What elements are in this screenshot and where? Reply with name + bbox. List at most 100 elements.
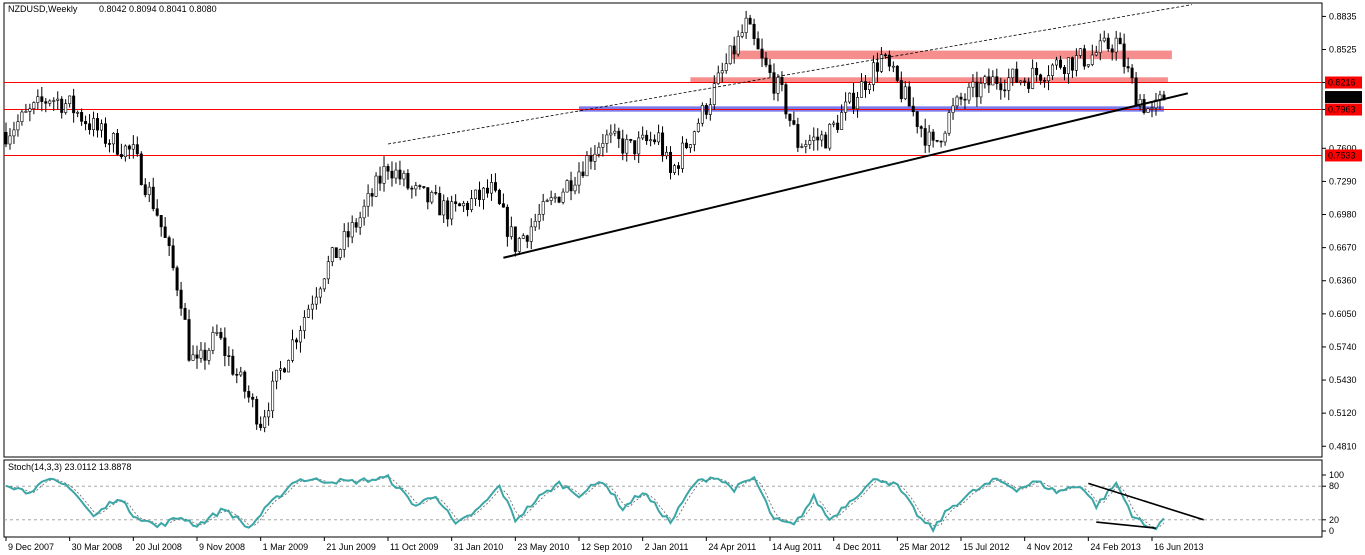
candle-body (780, 77, 784, 85)
candle-body (199, 349, 203, 359)
zones-layer (579, 50, 1172, 112)
candle-body (975, 81, 979, 98)
candle-body (159, 215, 163, 228)
candle-body (1055, 59, 1059, 66)
candle-body (645, 134, 649, 142)
candle-body (569, 180, 573, 192)
candle-body (848, 92, 852, 103)
candle-body (740, 32, 744, 37)
candle-body (394, 169, 398, 179)
candle-body (8, 135, 12, 145)
stochastic-tick-label: 0 (1329, 526, 1334, 536)
candle-body (585, 155, 589, 177)
candle-body (589, 155, 593, 162)
price-tick-label: 0.4810 (1329, 441, 1357, 451)
candle-body (1134, 77, 1138, 107)
candle-body (649, 139, 653, 142)
candle-body (318, 288, 322, 298)
candle-body (776, 77, 780, 94)
candle-body (306, 308, 310, 318)
candle-body (959, 96, 963, 100)
candle-body (525, 235, 529, 242)
candle-body (744, 17, 748, 33)
candle-body (84, 121, 88, 125)
candle-body (418, 185, 422, 187)
candle-body (565, 180, 569, 193)
candle-body (963, 98, 967, 101)
candle-body (720, 70, 724, 74)
candle-body (450, 201, 454, 220)
candle-body (322, 278, 326, 290)
candle-body (115, 133, 119, 155)
candle-body (378, 175, 382, 184)
price-pane: 0.8835 0.8525 0.8216 0.7963 0.7600 0.7290 0.69… (3, 2, 1362, 458)
candle-body (40, 96, 44, 102)
stochastic-tick-label: 20 (1329, 515, 1339, 525)
candle-body (820, 134, 824, 141)
candle-body (812, 136, 816, 141)
candle-body (708, 104, 712, 115)
candle-body (135, 144, 139, 155)
candle-body (927, 131, 931, 146)
candle-body (661, 132, 665, 157)
candle-body (605, 134, 609, 144)
candle-body (1051, 64, 1055, 76)
candle-body (271, 380, 275, 412)
candle-body (943, 132, 947, 143)
candle-body (458, 203, 462, 207)
candle-body (999, 83, 1003, 91)
candle-body (728, 45, 732, 64)
candle-body (915, 111, 919, 127)
candle-body (239, 371, 243, 376)
price-tick-label: 0.7600 (1329, 143, 1357, 153)
candle-body (438, 193, 442, 216)
candle-body (430, 192, 434, 203)
candle-body (939, 140, 943, 143)
dashed-trendline (387, 4, 1192, 145)
candle-body (163, 226, 167, 238)
candle-body (28, 108, 32, 112)
stochastic-trendline (1088, 482, 1204, 521)
candle-body (641, 134, 645, 139)
candle-body (219, 332, 223, 339)
candle-body (871, 62, 875, 85)
candle-body (633, 140, 637, 155)
candle-body (621, 138, 625, 154)
candle-body (215, 332, 219, 334)
candle-body (887, 54, 891, 67)
candle-body (553, 196, 557, 199)
time-tick-label: 31 Jan 2010 (454, 542, 504, 552)
candle-body (593, 153, 597, 162)
candle-body (1102, 37, 1106, 42)
candle-body (390, 170, 394, 179)
candle-body (68, 95, 72, 104)
candle-body (752, 23, 756, 39)
candle-body (867, 84, 871, 91)
candle-body (127, 145, 131, 150)
stochastic-level-lines (4, 485, 1322, 521)
candle-body (1031, 67, 1035, 89)
candle-body (629, 139, 633, 141)
candle-body (251, 396, 255, 400)
candle-body (529, 226, 533, 242)
candle-body (800, 146, 804, 148)
candle-body (768, 64, 772, 73)
candle-body (899, 80, 903, 100)
candle-body (665, 151, 669, 157)
candle-body (310, 303, 314, 310)
price-label: 0.7963 (1328, 105, 1356, 115)
price-tick-label: 0.6360 (1329, 276, 1357, 286)
candle-body (103, 123, 107, 144)
candle-body (175, 267, 179, 291)
time-axis: 9 Dec 2007 30 Mar 2008 20 Jul 2008 9 Nov 20… (5, 537, 1204, 552)
candle-body (107, 143, 111, 145)
time-tick-label: 4 Nov 2012 (1027, 542, 1073, 552)
candle-body (669, 151, 673, 173)
candle-body (613, 130, 617, 134)
red-zone (690, 77, 1168, 83)
candle-body (716, 72, 720, 84)
candle-body (891, 65, 895, 68)
candle-body (1007, 77, 1011, 91)
candle-body (816, 136, 820, 141)
